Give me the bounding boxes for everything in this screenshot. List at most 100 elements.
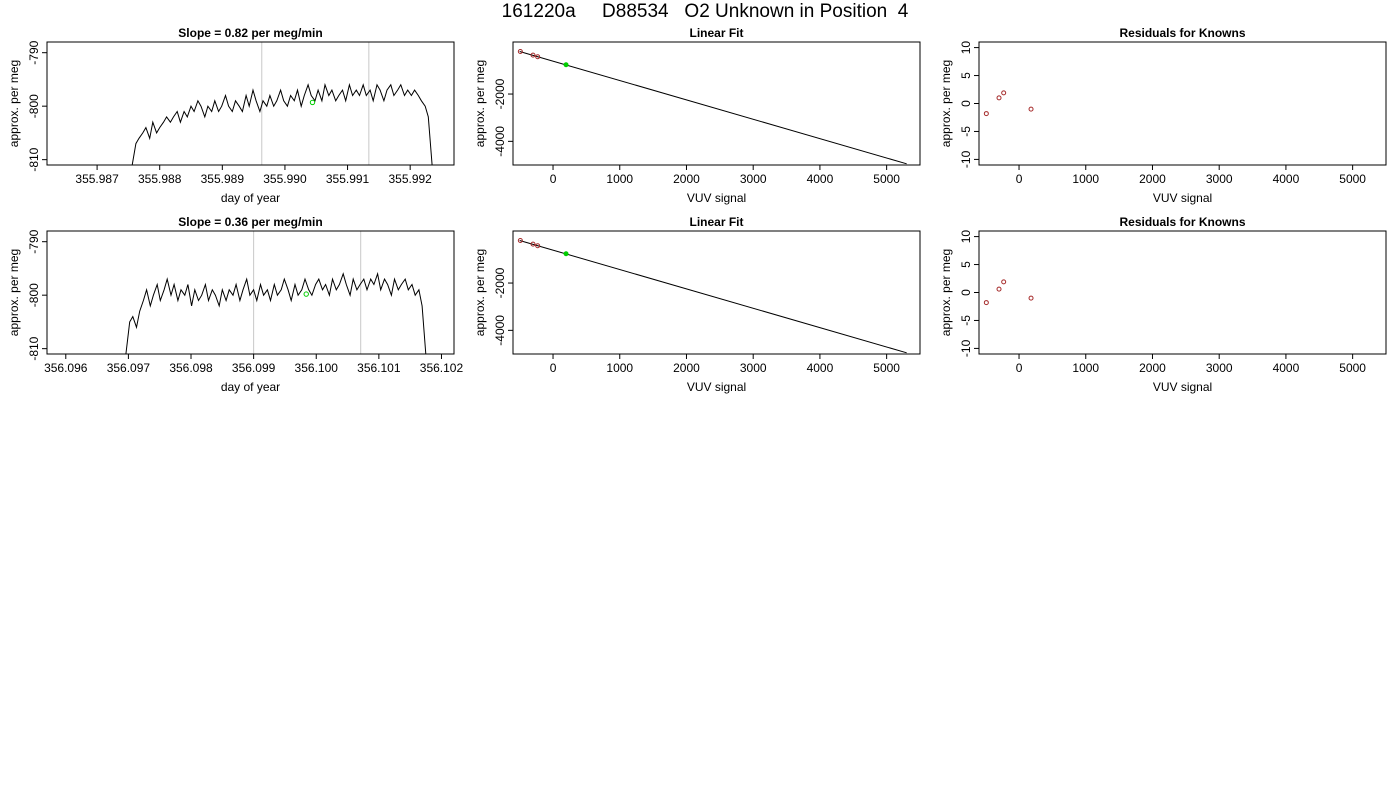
- y-tick-label: -4000: [493, 315, 507, 346]
- x-tick-label: 2000: [673, 361, 700, 375]
- residuals-panel-1: Residuals for Knowns 0 1000 2000 3000 4000 500…: [939, 26, 1387, 205]
- y-tick-label: -800: [27, 283, 41, 307]
- x-tick-label: 1000: [1072, 172, 1099, 186]
- x-tick-label: 5000: [1339, 172, 1366, 186]
- y-tick-label: -4000: [493, 126, 507, 157]
- y-tick-label: -790: [27, 229, 41, 253]
- plot-area: [517, 237, 907, 354]
- residual-point: [1028, 106, 1034, 112]
- x-tick-label: 3000: [740, 172, 767, 186]
- residual-point: [996, 286, 1002, 292]
- y-tick-label: -10: [959, 150, 973, 168]
- fit-line: [519, 239, 907, 354]
- x-axis-label: VUV signal: [687, 191, 746, 205]
- x-tick-label: 4000: [1273, 361, 1300, 375]
- x-tick-label: 1000: [1072, 361, 1099, 375]
- x-axis-label: day of year: [221, 191, 280, 205]
- unknown-point: [563, 62, 569, 68]
- y-tick-label: 10: [959, 41, 973, 55]
- y-tick-label: -790: [27, 40, 41, 64]
- y-axis-label: approx. per meg: [473, 60, 487, 147]
- x-tick-label: 356.101: [357, 361, 401, 375]
- x-tick-label: 356.100: [295, 361, 339, 375]
- plot-area: [983, 279, 1034, 306]
- plot-frame: [512, 41, 921, 166]
- y-tick-label: -810: [27, 336, 41, 360]
- y-tick-label: -800: [27, 94, 41, 118]
- chart-title: Residuals for Knowns: [1119, 26, 1245, 40]
- x-tick-label: 5000: [873, 361, 900, 375]
- y-tick-label: 0: [959, 289, 973, 296]
- plot-area: [125, 271, 427, 354]
- chart-title: Linear Fit: [689, 26, 743, 40]
- y-axis-label: approx. per meg: [939, 60, 953, 147]
- x-tick-label: 356.096: [44, 361, 88, 375]
- timeseries-panel-1: Slope = 0.82 per meg/min 355.987 355.988 35…: [7, 26, 455, 205]
- y-tick-label: -810: [27, 147, 41, 171]
- y-tick-label: -10: [959, 339, 973, 357]
- y-tick-label: 10: [959, 230, 973, 244]
- x-tick-label: 3000: [740, 361, 767, 375]
- residual-point: [983, 300, 989, 306]
- residual-point: [1001, 279, 1007, 285]
- x-tick-label: 0: [550, 361, 557, 375]
- x-tick-label: 0: [550, 172, 557, 186]
- linear-fit-panel-2: Linear Fit 0 1000 2000 3000 4000 5000 -4000 -200…: [473, 215, 921, 394]
- x-tick-label: 2000: [1139, 361, 1166, 375]
- x-tick-label: 4000: [807, 361, 834, 375]
- x-tick-label: 356.098: [169, 361, 213, 375]
- x-tick-label: 355.991: [326, 172, 370, 186]
- x-axis-label: VUV signal: [1153, 191, 1212, 205]
- x-tick-label: 0: [1016, 361, 1023, 375]
- x-tick-label: 356.102: [420, 361, 464, 375]
- x-tick-label: 3000: [1206, 361, 1233, 375]
- y-tick-label: 0: [959, 100, 973, 107]
- x-tick-label: 355.989: [201, 172, 245, 186]
- plot-area: [131, 82, 433, 165]
- plot-area: [983, 90, 1034, 117]
- y-axis-label: approx. per meg: [7, 249, 21, 336]
- x-tick-label: 2000: [1139, 172, 1166, 186]
- unknown-point: [303, 291, 309, 297]
- x-tick-label: 356.099: [232, 361, 276, 375]
- series-line: [125, 271, 427, 354]
- plot-frame: [978, 41, 1387, 166]
- y-tick-label: -2000: [493, 78, 507, 109]
- y-tick-label: 5: [959, 72, 973, 79]
- fit-line: [519, 50, 907, 165]
- x-axis-label: day of year: [221, 380, 280, 394]
- chart-title: Slope = 0.82 per meg/min: [178, 26, 322, 40]
- y-axis-label: approx. per meg: [7, 60, 21, 147]
- page-title: 161220a D88534 O2 Unknown in Position 4: [501, 1, 909, 22]
- residual-point: [996, 95, 1002, 101]
- known-point: [517, 48, 523, 54]
- plot-frame: [512, 230, 921, 355]
- plot-frame: [46, 41, 455, 166]
- y-tick-label: -5: [959, 315, 973, 326]
- x-tick-label: 355.987: [75, 172, 119, 186]
- chart-title: Linear Fit: [689, 215, 743, 229]
- residual-point: [1001, 90, 1007, 96]
- chart-title: Slope = 0.36 per meg/min: [178, 215, 322, 229]
- x-tick-label: 355.990: [263, 172, 307, 186]
- known-point: [517, 237, 523, 243]
- y-tick-label: -5: [959, 126, 973, 137]
- y-tick-label: 5: [959, 261, 973, 268]
- x-tick-label: 5000: [873, 172, 900, 186]
- plot-area: [517, 48, 907, 165]
- x-tick-label: 1000: [606, 361, 633, 375]
- timeseries-panel-2: Slope = 0.36 per meg/min 356.096 356.097 35…: [7, 215, 464, 394]
- y-axis-label: approx. per meg: [939, 249, 953, 336]
- series-line: [131, 82, 433, 165]
- x-tick-label: 356.097: [107, 361, 151, 375]
- plot-frame: [978, 230, 1387, 355]
- x-axis-label: VUV signal: [1153, 380, 1212, 394]
- x-tick-label: 1000: [606, 172, 633, 186]
- residual-point: [1028, 295, 1034, 301]
- known-point: [535, 243, 541, 249]
- x-tick-label: 2000: [673, 172, 700, 186]
- known-point: [530, 52, 536, 58]
- x-tick-label: 4000: [807, 172, 834, 186]
- x-tick-label: 4000: [1273, 172, 1300, 186]
- chart-title: Residuals for Knowns: [1119, 215, 1245, 229]
